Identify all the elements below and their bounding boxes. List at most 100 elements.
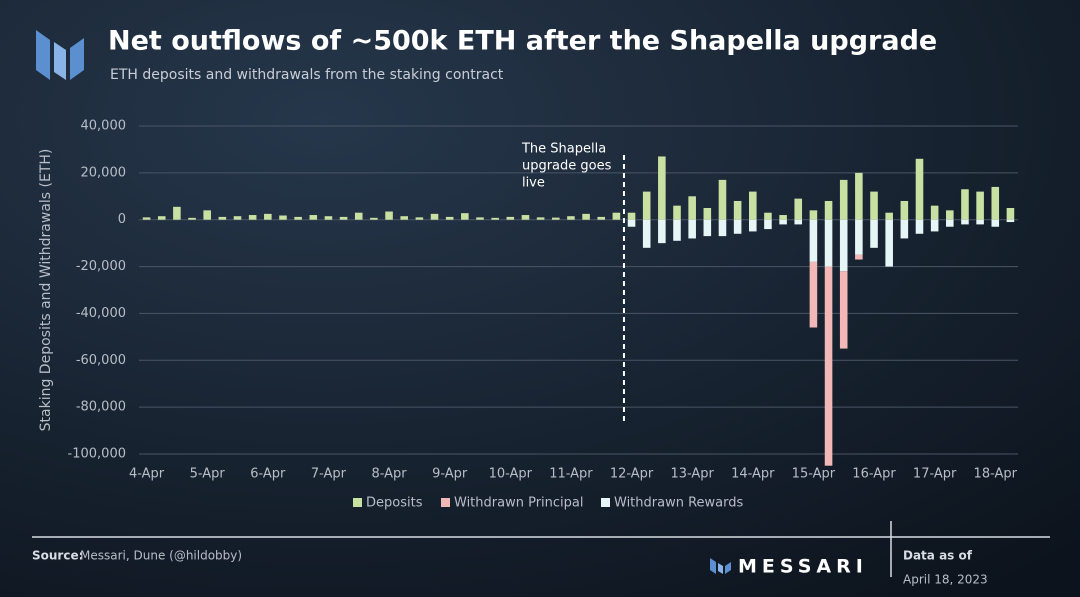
bar: [627, 212, 636, 220]
bar: [567, 216, 575, 220]
bar: [491, 217, 499, 220]
bar: [476, 217, 484, 220]
bar: [445, 216, 454, 220]
x-tick-label: 11-Apr: [549, 467, 593, 482]
bar: [415, 217, 424, 220]
bar: [627, 219, 636, 227]
bar: [991, 219, 1000, 227]
bar: [248, 215, 257, 220]
source-label: Source:: [32, 549, 83, 563]
bar: [930, 205, 939, 220]
bar: [824, 200, 833, 220]
bar: [779, 215, 787, 220]
bar: [339, 216, 348, 220]
y-tick-label: 40,000: [81, 119, 127, 134]
y-axis-label: Staking Deposits and Withdrawals (ETH): [38, 149, 54, 432]
x-tick-label: 15-Apr: [792, 467, 836, 482]
bar: [855, 219, 863, 255]
bar: [218, 216, 227, 220]
bar: [157, 216, 166, 220]
bar: [779, 219, 787, 225]
bar: [203, 210, 211, 220]
bar: [839, 219, 848, 272]
bar: [748, 191, 757, 220]
x-tick-label: 10-Apr: [489, 467, 533, 482]
y-tick-label: -100,000: [68, 447, 126, 462]
legend-label: Withdrawn Principal: [454, 496, 583, 511]
bar: [764, 219, 772, 230]
bar: [324, 216, 333, 220]
bar: [824, 219, 833, 267]
bar: [521, 215, 530, 220]
bar: [809, 219, 818, 262]
bar: [718, 219, 727, 237]
bar: [233, 216, 242, 220]
x-tick-label: 5-Apr: [190, 467, 226, 482]
legend-swatch: [353, 498, 362, 507]
bar: [430, 213, 439, 220]
bar: [961, 189, 969, 220]
bar: [461, 213, 469, 220]
y-tick-label: 0: [118, 212, 126, 227]
bar: [279, 215, 287, 220]
bar: [703, 208, 712, 220]
bar: [930, 219, 939, 232]
bar: [1006, 208, 1015, 220]
x-tick-label: 4-Apr: [129, 467, 165, 482]
bar: [885, 212, 893, 220]
bar: [582, 213, 590, 220]
bar: [900, 200, 909, 220]
x-tick-label: 16-Apr: [852, 467, 896, 482]
annotation-text: The Shapella: [521, 142, 606, 157]
date: April 18, 2023: [903, 573, 988, 587]
bar: [309, 215, 318, 220]
x-tick-label: 12-Apr: [610, 467, 654, 482]
bar: [870, 191, 878, 220]
bar: [976, 219, 984, 225]
brand-logo: [710, 558, 731, 574]
bar: [354, 212, 363, 220]
y-tick-label: 20,000: [81, 165, 127, 180]
logo: [36, 30, 84, 80]
bar: [961, 219, 969, 225]
bar: [597, 216, 606, 220]
bar: [385, 211, 393, 220]
legend-swatch: [601, 498, 610, 507]
bar: [188, 217, 196, 220]
legend: Deposits Withdrawn Principal Withdrawn Rew…: [353, 496, 743, 511]
bar: [764, 212, 772, 220]
bar: [703, 219, 712, 237]
bar: [718, 179, 727, 220]
bar: [946, 219, 954, 227]
bar: [976, 191, 984, 220]
bar: [400, 216, 409, 220]
y-tick-label: -40,000: [76, 306, 126, 321]
bar: [142, 217, 151, 220]
bar: [824, 266, 833, 466]
bar: [855, 172, 863, 220]
y-tick-label: -20,000: [76, 259, 126, 274]
x-tick-label: 14-Apr: [731, 467, 775, 482]
brand: MESSARI: [738, 556, 868, 578]
bar: [748, 219, 757, 232]
bar: [264, 213, 272, 220]
x-tick-label: 6-Apr: [250, 467, 286, 482]
bar: [809, 261, 818, 328]
bar: [809, 210, 818, 220]
bar: [658, 219, 666, 244]
x-tick-label: 17-Apr: [913, 467, 957, 482]
bar: [688, 219, 696, 239]
bar: [673, 219, 681, 241]
bar: [946, 210, 954, 220]
bar: [551, 217, 560, 220]
bar: [900, 219, 909, 239]
x-tick-label: 18-Apr: [974, 467, 1018, 482]
bar: [885, 219, 893, 267]
bar: [688, 196, 696, 220]
bar: [673, 205, 681, 220]
bar: [839, 179, 848, 220]
bar: [506, 216, 515, 220]
bar: [870, 219, 878, 248]
